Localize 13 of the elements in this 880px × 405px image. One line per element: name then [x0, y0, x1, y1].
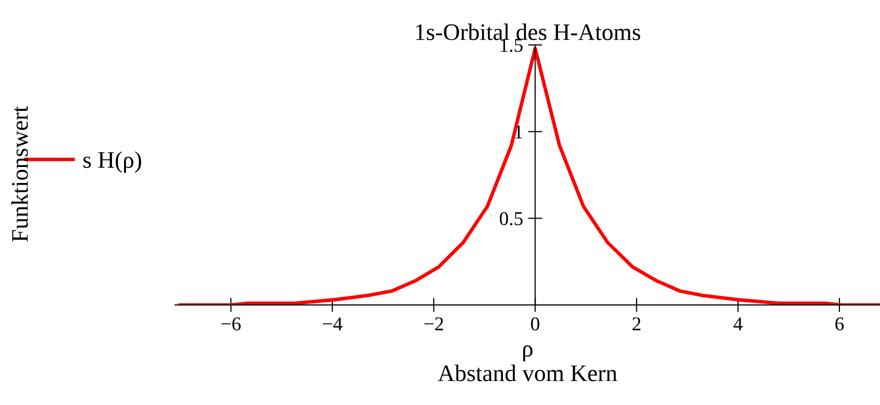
- y-tick-label: 1.5: [500, 38, 523, 52]
- x-tick-label: −4: [322, 317, 342, 330]
- x-tick-label: 4: [734, 317, 743, 330]
- x-axis-title: ρ Abstand vom Kern: [438, 345, 618, 382]
- text: Funktionswert: [11, 106, 28, 242]
- x-tick-label: 2: [632, 317, 640, 330]
- chart-title: 1s-Orbital des H-Atoms: [416, 24, 640, 40]
- x-tick-label: 6: [835, 317, 844, 330]
- x-tick-label: 0: [531, 317, 540, 330]
- x-tick-label: −2: [424, 317, 444, 330]
- legend-label: s H(ρ): [83, 151, 142, 173]
- x-tick-label: −6: [222, 317, 241, 330]
- y-tick-label: 0.5: [500, 212, 523, 226]
